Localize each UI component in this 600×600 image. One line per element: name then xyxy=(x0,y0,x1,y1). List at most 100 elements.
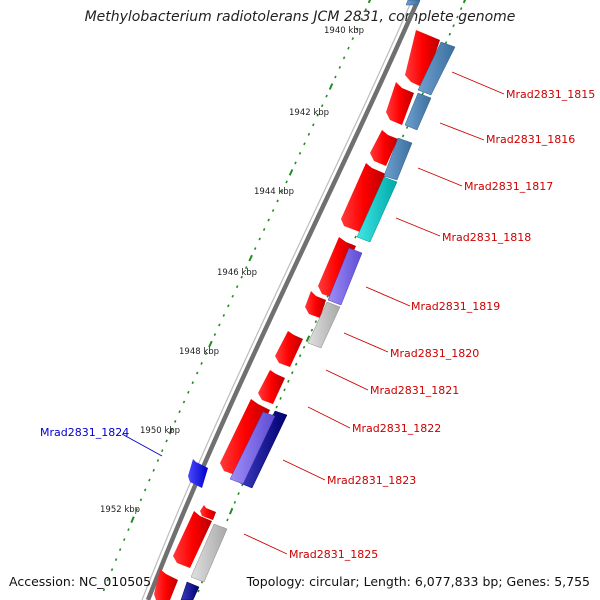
minor-tick xyxy=(118,548,122,552)
gene-label[interactable]: Mrad2831_1816 xyxy=(486,133,575,146)
minor-tick xyxy=(191,381,194,385)
minor-tick xyxy=(178,410,181,414)
major-tick xyxy=(367,0,372,4)
gene-arrow[interactable] xyxy=(220,399,270,476)
tick-ring-inner xyxy=(102,0,372,592)
minor-tick xyxy=(262,228,266,231)
cog-band-steelblue[interactable] xyxy=(383,137,413,181)
minor-tick xyxy=(173,419,177,423)
gene-arrow[interactable] xyxy=(200,505,216,520)
minor-tick xyxy=(294,161,297,165)
major-tick xyxy=(305,335,311,343)
cog-band-slateblue[interactable] xyxy=(327,247,363,306)
minor-tick xyxy=(143,488,147,492)
gene-arrow[interactable] xyxy=(305,291,326,318)
minor-tick xyxy=(291,371,294,375)
minor-tick xyxy=(459,7,463,11)
gene-arrow[interactable] xyxy=(173,511,212,568)
minor-tick xyxy=(364,8,367,12)
minor-tick xyxy=(161,449,164,453)
minor-tick xyxy=(271,209,275,212)
cog-band-cyan[interactable] xyxy=(356,176,398,243)
gene-label[interactable]: Mrad2831_1819 xyxy=(411,300,500,313)
minor-tick xyxy=(235,285,239,289)
minor-tick xyxy=(213,333,217,336)
gene-label[interactable]: Mrad2831_1817 xyxy=(464,180,553,193)
major-tick xyxy=(248,254,253,262)
forward-strand-genes xyxy=(154,30,440,600)
major-tick xyxy=(328,83,334,90)
gene-label[interactable]: Mrad2831_1821 xyxy=(370,384,459,397)
minor-tick xyxy=(325,94,328,98)
gene-arrow[interactable] xyxy=(370,130,398,166)
minor-tick xyxy=(338,65,342,69)
cog-band-steelblue[interactable] xyxy=(404,92,432,131)
gene-label[interactable]: Mrad2831_1825 xyxy=(289,548,378,561)
minor-tick xyxy=(227,304,230,308)
major-tick xyxy=(208,340,213,348)
gene-arrow[interactable] xyxy=(188,459,208,488)
gene-label[interactable]: Mrad2831_1823 xyxy=(327,474,416,487)
cog-band-steelblue[interactable] xyxy=(417,41,456,96)
cog-band-gray[interactable] xyxy=(307,301,341,349)
kbp-label: 1942 kbp xyxy=(289,108,329,118)
minor-tick xyxy=(456,15,459,19)
minor-tick xyxy=(222,313,226,317)
minor-tick xyxy=(298,151,302,155)
minor-tick xyxy=(285,180,288,184)
reverse-strand-genes xyxy=(188,459,208,488)
minor-tick xyxy=(320,104,324,108)
gene-arrow[interactable] xyxy=(386,82,414,125)
minor-tick xyxy=(354,235,357,239)
gene-label[interactable]: Mrad2831_1818 xyxy=(442,231,531,244)
minor-tick xyxy=(102,588,106,592)
major-tick xyxy=(168,427,174,435)
minor-tick xyxy=(244,266,248,270)
minor-tick xyxy=(226,518,229,522)
gene-arrow[interactable] xyxy=(341,163,386,232)
minor-tick xyxy=(276,199,279,203)
topology-label: Topology: circular; Length: 6,077,833 bp… xyxy=(246,574,590,589)
accession-label: Accession: NC_010505 xyxy=(9,574,152,589)
gene-label[interactable]: Mrad2831_1815 xyxy=(506,88,595,101)
minor-tick xyxy=(279,396,282,400)
minor-tick xyxy=(452,24,455,28)
major-tick xyxy=(462,0,467,4)
kbp-label: 1946 kbp xyxy=(217,268,257,278)
minor-tick xyxy=(351,37,355,41)
minor-tick xyxy=(204,352,208,356)
minor-tick xyxy=(240,275,243,279)
minor-tick xyxy=(267,218,270,222)
minor-tick xyxy=(294,362,298,366)
gene-arrow[interactable] xyxy=(258,370,285,404)
minor-tick xyxy=(334,75,337,79)
major-tick xyxy=(288,169,294,176)
gene-arrow[interactable] xyxy=(154,569,178,600)
gene-callouts: Mrad2831_1815 Mrad2831_1816 Mrad2831_181… xyxy=(40,71,595,561)
gene-label[interactable]: Mrad2831_1824 xyxy=(40,426,129,439)
gene-arrow[interactable] xyxy=(318,237,356,298)
gene-label[interactable]: Mrad2831_1822 xyxy=(352,422,441,435)
gene-arrow[interactable] xyxy=(275,331,303,367)
minor-tick xyxy=(156,459,160,462)
kbp-scale: 1940 kbp 1942 kbp 1944 kbp 1946 kbp 1948… xyxy=(100,26,364,515)
gene-arrow[interactable] xyxy=(405,30,440,88)
minor-tick xyxy=(110,568,114,572)
minor-tick xyxy=(139,498,143,502)
minor-tick xyxy=(347,46,350,50)
minor-tick xyxy=(218,323,221,327)
gene-label[interactable]: Mrad2831_1820 xyxy=(390,347,479,360)
minor-tick xyxy=(152,468,155,472)
kbp-label: 1940 kbp xyxy=(324,26,364,36)
cog-band-steelblue[interactable] xyxy=(405,0,421,6)
minor-tick xyxy=(135,508,138,512)
cog-band-navy[interactable] xyxy=(180,581,200,600)
minor-tick xyxy=(182,400,186,404)
minor-tick xyxy=(253,247,257,250)
minor-tick xyxy=(237,492,240,496)
minor-tick xyxy=(310,328,314,332)
minor-tick xyxy=(298,354,302,358)
cog-band-slateblue[interactable] xyxy=(229,411,276,485)
cog-band-gray[interactable] xyxy=(190,523,228,583)
